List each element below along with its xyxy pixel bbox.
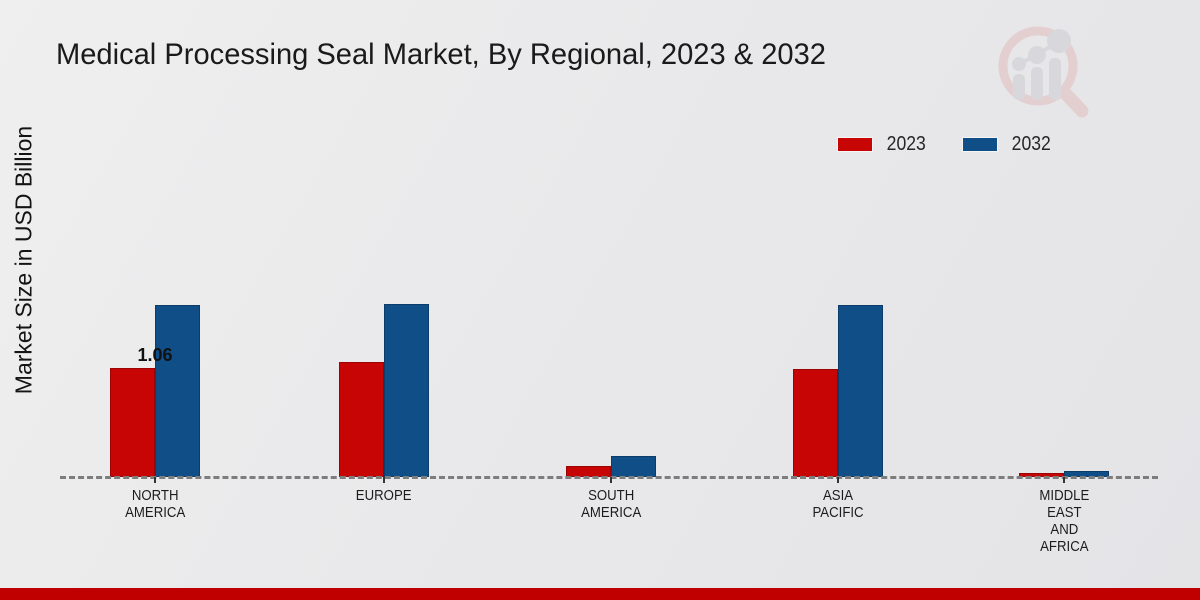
chart-title: Medical Processing Seal Market, By Regio…: [56, 38, 850, 72]
bar-2032-north-america: [155, 305, 200, 477]
x-axis-category-label: SOUTH AMERICA: [531, 487, 691, 521]
legend-item-2023: 2023: [838, 133, 929, 156]
x-axis-tick: [1063, 477, 1065, 483]
x-axis-category-label-text: MIDDLE EAST AND AFRICA: [1039, 487, 1089, 555]
bar-2032-asia-pacific: [838, 305, 883, 477]
x-axis-category-label: NORTH AMERICA: [75, 487, 235, 521]
x-axis-category-label: EUROPE: [304, 487, 464, 504]
legend-swatch-2032: [962, 138, 997, 151]
x-axis-tick: [154, 477, 156, 483]
x-axis-category-label-text: SOUTH AMERICA: [580, 487, 642, 521]
x-axis-tick: [837, 477, 839, 483]
magnifier-growth-logo-icon: [998, 26, 1089, 118]
x-axis-baseline: [60, 476, 1158, 479]
legend-item-2032: 2032: [962, 133, 1054, 156]
legend-swatch-2023: [838, 138, 872, 151]
legend: 2023 2032: [838, 133, 1053, 156]
x-axis-category-label-text: EUROPE: [356, 487, 412, 504]
bar-2032-south-america: [611, 456, 656, 477]
x-axis-category-label: MIDDLE EAST AND AFRICA: [984, 487, 1144, 555]
chart-title-text: Medical Processing Seal Market, By Regio…: [56, 38, 826, 71]
y-axis-label: Market Size in USD Billion: [10, 125, 37, 395]
legend-label-2023: 2023: [886, 133, 926, 155]
bar-2023-asia-pacific: [793, 369, 838, 477]
x-axis-category-label-text: NORTH AMERICA: [124, 487, 186, 521]
x-axis-category-label-text: ASIA PACIFIC: [812, 487, 864, 521]
bar-2032-europe: [384, 304, 429, 477]
bar-2023-europe: [339, 362, 384, 477]
x-axis-tick: [610, 477, 612, 483]
legend-label-2032: 2032: [1011, 133, 1051, 155]
bar-2023-north-america: [110, 368, 155, 477]
bottom-accent-bar: [0, 588, 1200, 600]
x-axis-category-label: ASIA PACIFIC: [758, 487, 918, 521]
x-axis-tick: [383, 477, 385, 483]
